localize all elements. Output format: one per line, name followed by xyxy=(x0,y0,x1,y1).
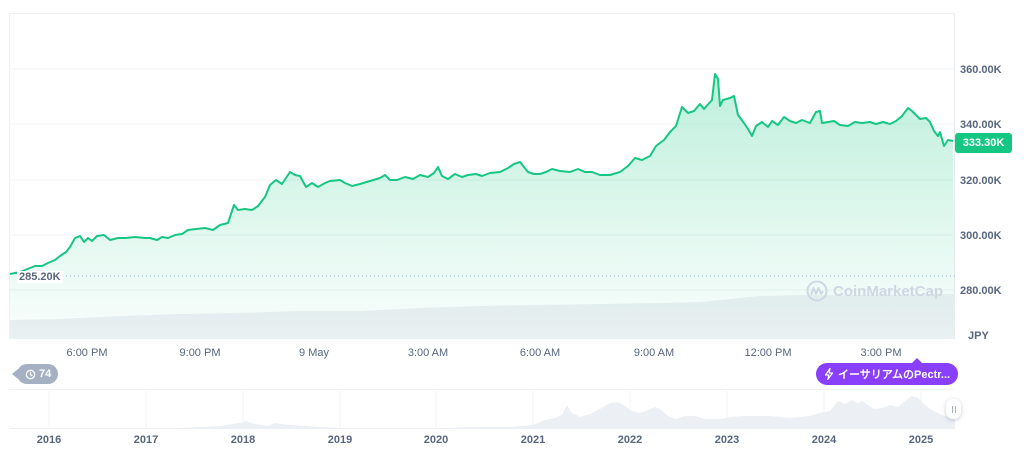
open-price-label: 285.20K xyxy=(17,271,63,283)
current-price-tag: 333.30K xyxy=(955,133,1012,153)
coinmarketcap-logo-icon xyxy=(806,280,828,302)
x-tick-3am: 3:00 AM xyxy=(407,347,449,359)
x-tick-12pm: 12:00 PM xyxy=(744,347,792,359)
year-2017: 2017 xyxy=(133,434,159,446)
x-tick-6am: 6:00 AM xyxy=(519,347,561,359)
watermark-text: CoinMarketCap xyxy=(833,282,944,300)
history-count: 74 xyxy=(39,368,52,380)
y-tick-340k: 340.00K xyxy=(960,119,1002,131)
news-label: イーサリアムのPectr... xyxy=(838,369,951,381)
year-2016: 2016 xyxy=(36,434,62,446)
year-2025: 2025 xyxy=(908,434,934,446)
price-line xyxy=(9,73,954,275)
coinmarketcap-watermark: CoinMarketCap xyxy=(806,280,943,302)
history-events-badge[interactable]: 74 xyxy=(11,364,59,384)
x-tick-3pm: 3:00 PM xyxy=(860,347,902,359)
year-2022: 2022 xyxy=(617,434,643,446)
lightning-icon xyxy=(824,368,834,380)
year-2020: 2020 xyxy=(423,434,449,446)
x-tick-9am: 9:00 AM xyxy=(633,347,675,359)
grip-line-left xyxy=(951,405,953,413)
x-tick-9may: 9 May xyxy=(299,347,329,359)
price-area xyxy=(10,74,955,339)
year-2021: 2021 xyxy=(520,434,546,446)
year-2019: 2019 xyxy=(327,434,353,446)
y-tick-360k: 360.00K xyxy=(960,64,1002,76)
navigator-drag-handle[interactable] xyxy=(946,399,961,419)
currency-label: JPY xyxy=(968,330,989,342)
navigator-area xyxy=(10,396,955,429)
y-tick-320k: 320.00K xyxy=(960,175,1002,187)
year-2023: 2023 xyxy=(714,434,740,446)
x-tick-6pm: 6:00 PM xyxy=(66,347,108,359)
history-clock-icon xyxy=(25,369,36,379)
y-tick-300k: 300.00K xyxy=(960,230,1002,242)
x-tick-9pm: 9:00 PM xyxy=(179,347,221,359)
grip-line-right xyxy=(954,405,956,413)
year-2018: 2018 xyxy=(230,434,256,446)
navigator-frame xyxy=(9,389,955,429)
y-tick-280k: 280.00K xyxy=(960,285,1002,297)
news-event-badge[interactable]: イーサリアムのPectr... xyxy=(816,363,959,385)
year-2024: 2024 xyxy=(811,434,837,446)
